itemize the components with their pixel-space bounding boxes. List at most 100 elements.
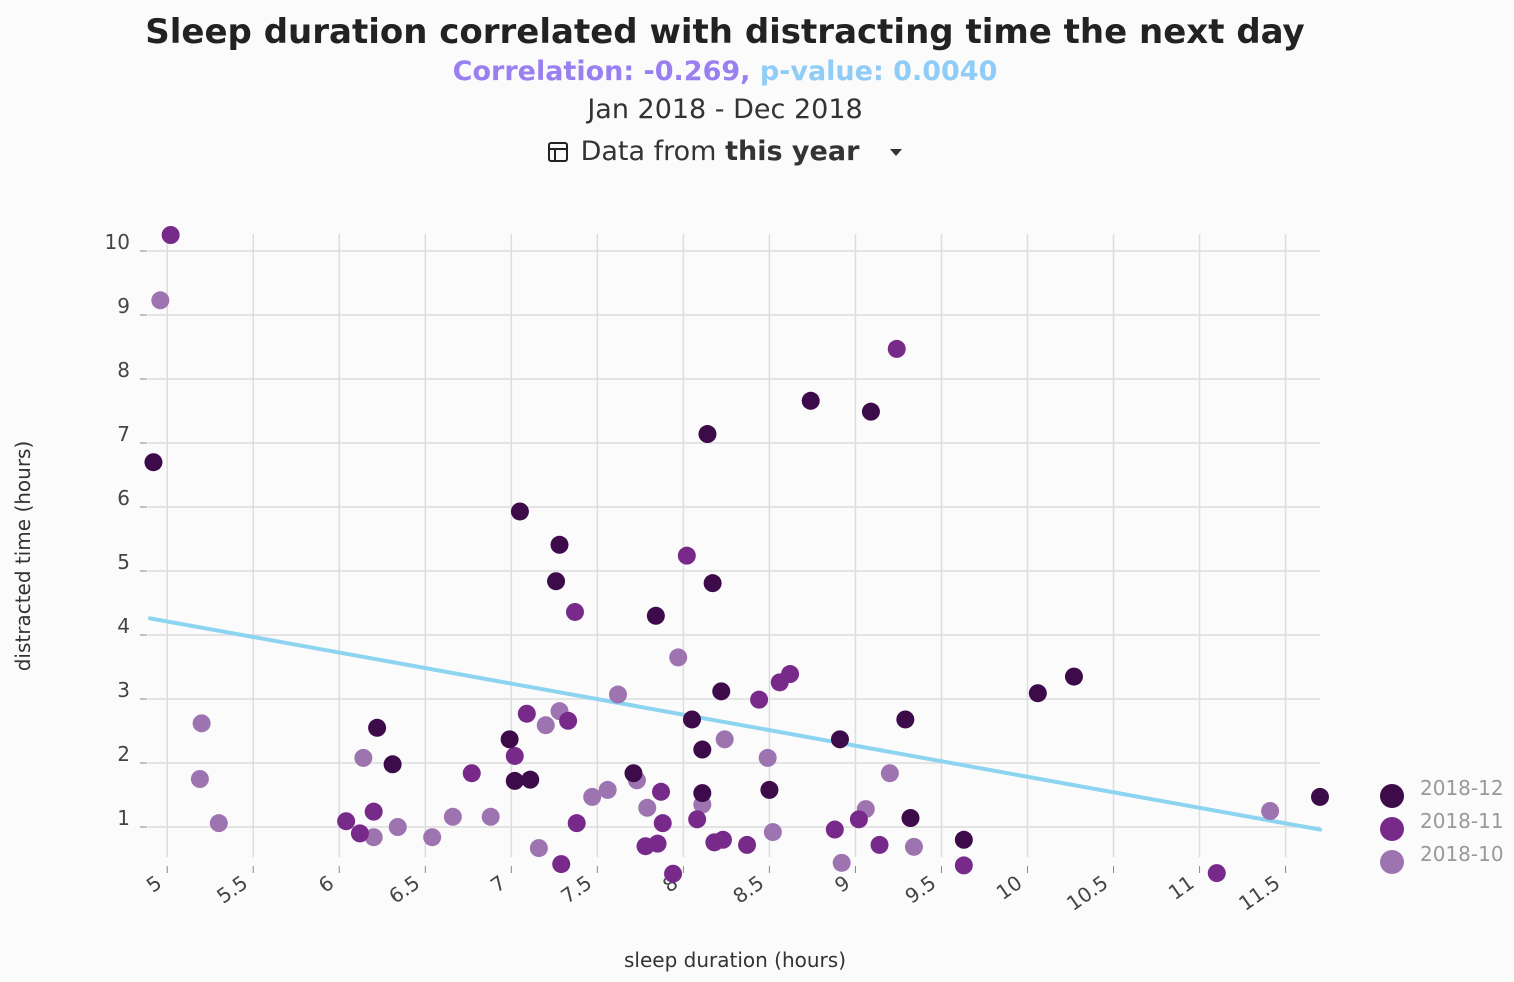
data-point-2018-10[interactable] — [151, 291, 170, 310]
data-point-2018-12[interactable] — [693, 740, 712, 759]
data-point-2018-11[interactable] — [870, 835, 889, 854]
data-point-2018-11[interactable] — [565, 602, 584, 621]
data-point-2018-12[interactable] — [954, 830, 973, 849]
data-point-2018-12[interactable] — [510, 502, 529, 521]
data-point-2018-11[interactable] — [954, 856, 973, 875]
legend[interactable]: 2018-12 2018-11 2018-10 — [1380, 776, 1504, 874]
data-point-2018-10[interactable] — [609, 685, 627, 704]
data-point-2018-11[interactable] — [161, 226, 180, 244]
x-axis-title: sleep duration (hours) — [624, 948, 846, 972]
data-point-2018-11[interactable] — [849, 810, 868, 829]
data-point-2018-12[interactable] — [861, 402, 880, 421]
correlation-value: Correlation: -0.269, — [452, 56, 751, 87]
data-point-2018-11[interactable] — [781, 665, 800, 684]
data-point-2018-11[interactable] — [462, 764, 481, 783]
data-point-2018-10[interactable] — [763, 823, 782, 842]
data-point-2018-12[interactable] — [760, 780, 779, 799]
y-tick-label: 10 — [105, 230, 130, 254]
data-point-2018-12[interactable] — [521, 770, 540, 789]
data-point-2018-11[interactable] — [559, 711, 578, 730]
y-tick-label: 5 — [117, 550, 130, 574]
data-point-2018-12[interactable] — [703, 574, 722, 593]
data-point-2018-11[interactable] — [350, 824, 369, 843]
data-point-2018-11[interactable] — [552, 855, 571, 874]
data-point-2018-12[interactable] — [547, 572, 566, 591]
x-tick-label: 7 — [486, 870, 510, 897]
data-point-2018-11[interactable] — [364, 802, 383, 821]
data-point-2018-12[interactable] — [368, 718, 387, 737]
data-point-2018-10[interactable] — [638, 798, 657, 817]
data-point-2018-12[interactable] — [682, 710, 701, 729]
data-point-2018-11[interactable] — [337, 812, 356, 831]
legend-marker[interactable] — [1380, 850, 1404, 874]
data-point-2018-10[interactable] — [364, 828, 383, 847]
data-point-2018-12[interactable] — [1064, 667, 1083, 686]
data-point-2018-12[interactable] — [896, 710, 915, 729]
legend-label[interactable]: 2018-11 — [1420, 809, 1504, 833]
data-point-2018-12[interactable] — [801, 391, 820, 410]
data-point-2018-11[interactable] — [652, 782, 671, 801]
y-axis: 1 2 3 4 5 6 7 8 9 10 — [105, 230, 147, 830]
data-point-2018-11[interactable] — [517, 704, 536, 723]
data-point-2018-11[interactable] — [713, 830, 732, 849]
data-point-2018-10[interactable] — [388, 818, 407, 836]
data-point-2018-11[interactable] — [653, 814, 672, 833]
data-point-2018-10[interactable] — [880, 764, 899, 783]
data-point-2018-10[interactable] — [583, 787, 602, 806]
data-point-2018-12[interactable] — [550, 535, 569, 554]
data-point-2018-11[interactable] — [1207, 864, 1226, 883]
data-point-2018-10[interactable] — [443, 807, 462, 826]
data-point-2018-10[interactable] — [669, 648, 688, 667]
y-tick-label: 3 — [117, 678, 130, 702]
data-point-2018-12[interactable] — [830, 730, 849, 749]
data-point-2018-12[interactable] — [144, 453, 163, 472]
data-point-2018-11[interactable] — [750, 690, 769, 709]
data-point-2018-10[interactable] — [904, 837, 923, 856]
data-point-2018-10[interactable] — [354, 748, 373, 767]
data-point-2018-12[interactable] — [693, 784, 712, 803]
data-point-2018-11[interactable] — [567, 814, 586, 833]
data-point-2018-12[interactable] — [505, 771, 524, 790]
data-point-2018-11[interactable] — [677, 546, 696, 565]
data-point-2018-12[interactable] — [646, 606, 665, 625]
data-point-2018-11[interactable] — [664, 864, 683, 883]
data-point-2018-12[interactable] — [901, 809, 920, 828]
chart-header: Sleep duration correlated with distracti… — [0, 10, 1450, 174]
data-point-2018-10[interactable] — [481, 807, 500, 826]
legend-marker[interactable] — [1380, 817, 1404, 841]
data-point-2018-12[interactable] — [1311, 787, 1329, 806]
data-point-2018-11[interactable] — [825, 820, 844, 839]
data-point-2018-12[interactable] — [383, 755, 402, 774]
legend-label[interactable]: 2018-12 — [1420, 776, 1504, 800]
data-point-2018-10[interactable] — [209, 814, 228, 833]
data-point-2018-10[interactable] — [423, 828, 442, 847]
data-point-2018-10[interactable] — [715, 730, 734, 749]
y-tick-label: 2 — [117, 742, 130, 766]
data-point-2018-12[interactable] — [712, 682, 731, 701]
data-point-2018-10[interactable] — [1261, 802, 1280, 820]
data-point-2018-12[interactable] — [500, 730, 519, 749]
legend-marker[interactable] — [1380, 784, 1404, 808]
period-selector[interactable]: Data from this year — [547, 130, 904, 174]
y-tick-label: 8 — [117, 358, 130, 382]
data-point-2018-11[interactable] — [738, 835, 757, 854]
data-point-2018-11[interactable] — [505, 746, 524, 765]
legend-label[interactable]: 2018-10 — [1420, 842, 1504, 866]
data-point-2018-12[interactable] — [624, 764, 643, 783]
data-point-2018-10[interactable] — [536, 716, 555, 735]
data-point-2018-12[interactable] — [698, 425, 717, 444]
chart-grid — [148, 234, 1320, 857]
x-tick-label: 6.5 — [384, 870, 424, 908]
data-point-2018-10[interactable] — [832, 853, 851, 872]
data-point-2018-10[interactable] — [529, 839, 548, 858]
chevron-down-icon[interactable] — [889, 147, 903, 157]
date-range: Jan 2018 - Dec 2018 — [587, 94, 863, 125]
data-point-2018-10[interactable] — [598, 780, 617, 799]
data-point-2018-10[interactable] — [190, 770, 209, 788]
data-point-2018-10[interactable] — [758, 748, 777, 767]
data-point-2018-10[interactable] — [192, 714, 211, 733]
data-point-2018-11[interactable] — [887, 339, 906, 358]
data-point-2018-11[interactable] — [648, 834, 667, 853]
data-point-2018-12[interactable] — [1028, 684, 1047, 703]
data-point-2018-11[interactable] — [688, 810, 707, 829]
